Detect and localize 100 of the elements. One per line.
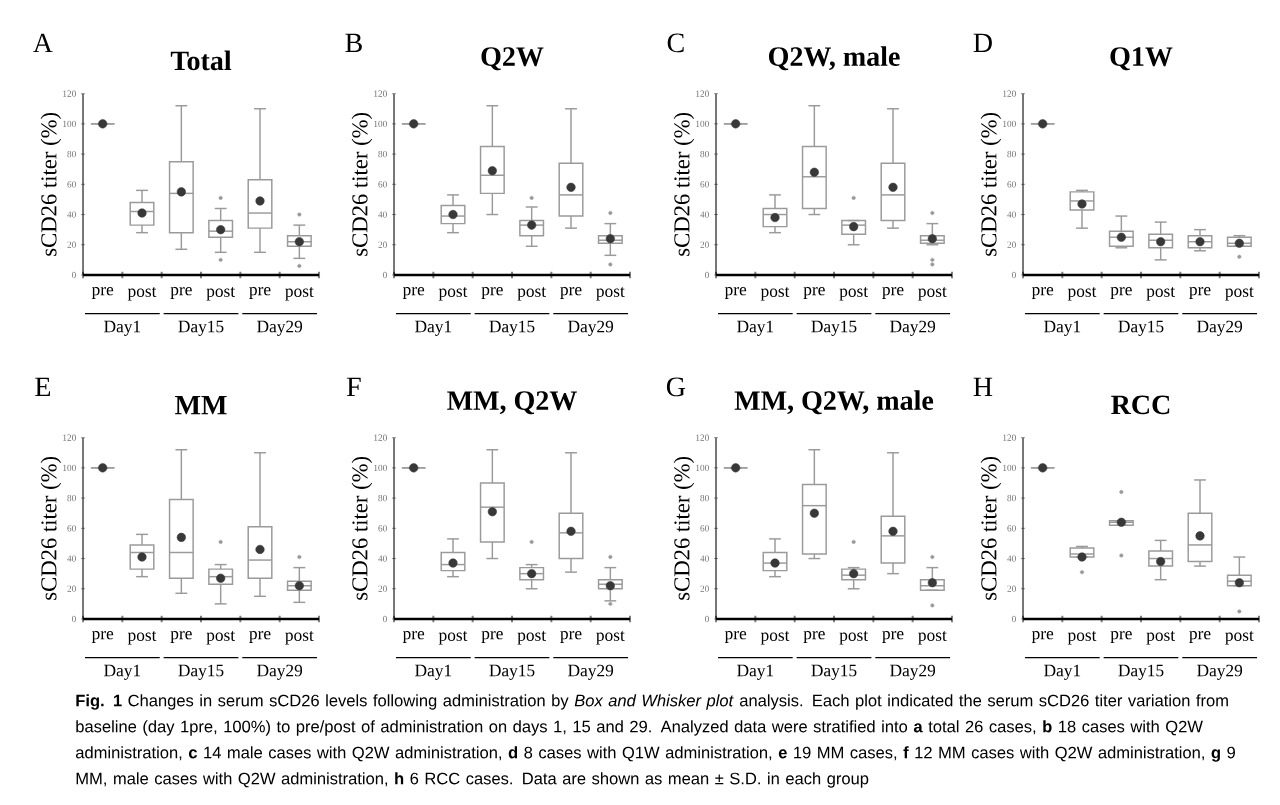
x-tick-label: pre bbox=[91, 631, 114, 643]
x-tick-label: post bbox=[839, 631, 869, 645]
y-tick-label: 80 bbox=[700, 494, 709, 502]
y-tick-label: 100 bbox=[696, 464, 709, 472]
text: Day15 bbox=[1118, 320, 1164, 336]
x-tick-label: pre bbox=[882, 631, 904, 643]
x-tick-label: post bbox=[285, 631, 314, 645]
x-tick-label: pre bbox=[803, 287, 825, 299]
text: Day1 bbox=[1044, 320, 1081, 336]
x-tick-label: post bbox=[760, 631, 790, 645]
x-tick-label: pre bbox=[91, 287, 114, 299]
chart-title: MM, Q2W bbox=[447, 391, 577, 415]
x-tick-label: pre bbox=[1189, 631, 1211, 643]
y-tick-label: 120 bbox=[1003, 90, 1016, 97]
x-tick-label: post bbox=[517, 287, 547, 301]
x-tick-label: pre bbox=[1110, 631, 1132, 643]
text: Day15 bbox=[1118, 664, 1164, 680]
x-tick-label: pre bbox=[249, 287, 271, 299]
text: Day29 bbox=[568, 320, 614, 336]
x-tick-label: post bbox=[1067, 631, 1097, 645]
y-tick-label: 120 bbox=[696, 90, 709, 97]
x-tick-label: post bbox=[596, 287, 625, 301]
text: F bbox=[346, 377, 361, 397]
y-tick-label: 0 bbox=[71, 271, 76, 279]
x-tick-label: pre bbox=[1110, 287, 1132, 299]
x-tick-label: post bbox=[127, 631, 157, 645]
x-tick-label: post bbox=[438, 287, 468, 301]
y-tick-label: 100 bbox=[696, 120, 709, 128]
y-tick-label: 40 bbox=[67, 211, 76, 218]
text: Fig. 1 Changes in serum sCD26 levels following administration by Box and Whisker plot analysis. Each plot indicated the serum sCD26 titer variation from baseline (day 1pre, 100%) to pre/post of administration on days 1, 15 and 29. Analyzed data were stratified into a total 26 cases, b 18 cases with Q2W administration, c 14 male cases with Q2W administration, d 8 cases with Q1W administration, e 19 MM cases, f 12 MM cases with Q2W administration, g 9 MM, male cases with Q2W administration, h 6 RCC cases. Data are shown as mean ± S.D. in each group bbox=[75, 694, 1235, 788]
x-tick-label: post bbox=[918, 287, 947, 301]
y-tick-label: 40 bbox=[1007, 211, 1016, 218]
y-tick-label: 60 bbox=[700, 181, 709, 188]
y-tick-label: 20 bbox=[1007, 585, 1016, 592]
y-axis-title: sCD26 titer (%) bbox=[351, 456, 373, 600]
text: Day1 bbox=[104, 664, 141, 680]
y-tick-label: 60 bbox=[1007, 525, 1016, 532]
y-tick-label: 0 bbox=[382, 615, 387, 623]
y-tick-label: 20 bbox=[700, 585, 709, 592]
text: Day15 bbox=[811, 320, 857, 336]
y-tick-label: 20 bbox=[1007, 241, 1016, 248]
y-axis-title: sCD26 titer (%) bbox=[673, 112, 695, 256]
text: D bbox=[973, 33, 992, 53]
y-tick-label: 0 bbox=[1011, 615, 1016, 623]
x-tick-label: post bbox=[1146, 287, 1176, 301]
x-tick-label: pre bbox=[170, 287, 192, 299]
text: Day1 bbox=[737, 664, 774, 680]
text: G bbox=[666, 377, 686, 397]
text: Day1 bbox=[104, 320, 141, 336]
text: Day29 bbox=[568, 664, 614, 680]
x-tick-label: pre bbox=[560, 631, 582, 643]
y-tick-label: 120 bbox=[696, 434, 709, 441]
x-tick-label: post bbox=[839, 287, 869, 301]
x-tick-label: post bbox=[596, 631, 625, 645]
x-tick-label: post bbox=[517, 631, 547, 645]
text: C bbox=[667, 33, 684, 53]
x-tick-label: pre bbox=[1031, 287, 1054, 299]
text: Day29 bbox=[890, 320, 936, 336]
y-tick-label: 20 bbox=[378, 585, 387, 592]
chart-title: Q2W bbox=[481, 47, 544, 71]
y-tick-label: 20 bbox=[67, 241, 76, 248]
text: H bbox=[973, 377, 993, 397]
y-tick-label: 0 bbox=[382, 271, 387, 279]
chart-title: Q1W bbox=[1110, 47, 1173, 71]
y-tick-label: 80 bbox=[378, 494, 387, 502]
text: Day15 bbox=[489, 664, 535, 680]
x-tick-label: post bbox=[1146, 631, 1176, 645]
y-tick-label: 0 bbox=[1011, 271, 1016, 279]
y-tick-label: 40 bbox=[378, 555, 387, 562]
y-tick-label: 100 bbox=[374, 464, 387, 472]
x-tick-label: pre bbox=[249, 631, 271, 643]
y-tick-label: 0 bbox=[704, 615, 709, 623]
x-tick-label: pre bbox=[882, 287, 904, 299]
y-axis-title: sCD26 titer (%) bbox=[673, 456, 695, 600]
text: Day15 bbox=[178, 320, 224, 336]
y-tick-label: 60 bbox=[378, 525, 387, 532]
y-axis-title: sCD26 titer (%) bbox=[980, 456, 1002, 600]
y-tick-label: 80 bbox=[378, 150, 387, 158]
y-tick-label: 120 bbox=[374, 90, 387, 97]
x-tick-label: post bbox=[760, 287, 790, 301]
x-tick-label: pre bbox=[724, 287, 747, 299]
y-tick-label: 40 bbox=[67, 555, 76, 562]
y-tick-label: 60 bbox=[67, 525, 76, 532]
y-tick-label: 80 bbox=[1007, 150, 1016, 158]
x-tick-label: pre bbox=[402, 287, 425, 299]
y-tick-label: 0 bbox=[71, 615, 76, 623]
x-tick-label: post bbox=[1225, 287, 1254, 301]
y-tick-label: 20 bbox=[67, 585, 76, 592]
y-tick-label: 60 bbox=[378, 181, 387, 188]
x-tick-label: pre bbox=[560, 287, 582, 299]
y-tick-label: 40 bbox=[700, 211, 709, 218]
text: Day29 bbox=[890, 664, 936, 680]
text: Day15 bbox=[489, 320, 535, 336]
x-tick-label: post bbox=[127, 287, 157, 301]
x-tick-label: pre bbox=[481, 287, 503, 299]
text: E bbox=[35, 377, 51, 397]
y-tick-label: 40 bbox=[378, 211, 387, 218]
y-axis-title: sCD26 titer (%) bbox=[40, 112, 62, 256]
chart-title: MM, Q2W, male bbox=[734, 390, 934, 415]
y-tick-label: 100 bbox=[63, 120, 76, 128]
